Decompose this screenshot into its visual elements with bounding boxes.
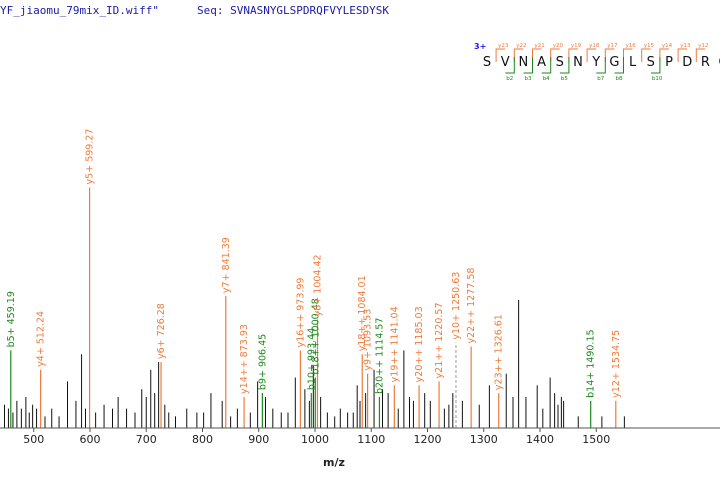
x-tick-label: 600 xyxy=(80,433,101,446)
seq-label: Seq: xyxy=(196,4,224,17)
peak-label: y8+ 1004.42 xyxy=(312,254,323,316)
sequence-residue: S xyxy=(647,55,655,70)
b-ion-label: b8 xyxy=(616,76,623,82)
sequence-residue: G xyxy=(609,55,619,70)
peak-label: y20++ 1185.03 xyxy=(414,306,425,382)
x-tick-label: 1300 xyxy=(470,433,498,446)
sequence-residue: N xyxy=(573,55,583,70)
peak-label: y12+ 1534.75 xyxy=(611,330,622,398)
sequence-residue: A xyxy=(537,55,546,70)
peak-label: y16++ 973.99 xyxy=(295,277,306,347)
y-ion-label: y16 xyxy=(626,43,637,49)
seq-value: SVNASNYGLSPDRQFVYLESDYSK xyxy=(230,4,390,17)
sequence-residue: V xyxy=(501,55,510,70)
y-ion-bracket xyxy=(495,48,506,62)
sequence-residue: S xyxy=(483,55,491,70)
b-ion-bracket xyxy=(523,57,533,74)
peak-label-layer: b5+ 459.19 y4+ 512.24 y5+ 599.27 y6+ 726.28… xyxy=(6,129,622,398)
b-ion-bracket xyxy=(505,57,515,74)
b-ion-bracket xyxy=(614,57,624,74)
x-tick-label: 1100 xyxy=(357,433,385,446)
peak-label: y19++ 1141.04 xyxy=(389,306,400,382)
peak-label: y10+ 1250.63 xyxy=(451,272,462,340)
peak-label: y23++ 1326.61 xyxy=(494,314,505,390)
sequence-residue: S xyxy=(556,55,564,70)
b-ion-label: b3 xyxy=(525,76,532,82)
y-ion-label: y15 xyxy=(644,43,655,49)
peak-label: y18++ 1084.01 xyxy=(357,275,368,351)
y-ion-label: y23 xyxy=(498,43,509,49)
sequence-residue: N xyxy=(519,55,529,70)
peak-label: b20++ 1114.57 xyxy=(374,318,385,394)
x-axis-title: m/z xyxy=(323,456,345,469)
b-ion-bracket xyxy=(541,57,552,74)
b-ion-label: b2 xyxy=(506,76,513,82)
y-ion-bracket xyxy=(695,48,706,62)
b-ion-label: b5 xyxy=(561,76,568,82)
y-ion-label: y19 xyxy=(571,43,582,49)
y-ion-label: y21 xyxy=(535,43,545,49)
y-ion-bracket xyxy=(641,48,651,62)
sequence-residue: D xyxy=(682,55,692,70)
x-tick-label: 1200 xyxy=(414,433,442,446)
charge-state: 3+ xyxy=(474,42,486,51)
sequence-residue: Y xyxy=(591,55,600,70)
y-ion-label: y13 xyxy=(680,43,691,49)
x-tick-label: 1400 xyxy=(526,433,554,446)
sequence-residue: Q xyxy=(718,55,720,70)
sequence-residue: L xyxy=(629,55,637,70)
file-header: YF_jiaomu_79mix_ID.wiff" Seq: SVNASNYGLSP… xyxy=(0,4,389,17)
peak-label: b5+ 459.19 xyxy=(6,291,17,347)
b-ion-label: b10 xyxy=(652,76,663,82)
peak-label: b10+ 993.44 xyxy=(306,328,317,390)
y-ion-label: y17 xyxy=(607,43,618,49)
y-ion-label: y18 xyxy=(589,43,600,49)
b-ion-bracket xyxy=(559,57,570,74)
x-tick-label: 1000 xyxy=(301,433,329,446)
peak-label: y14++ 873.93 xyxy=(239,324,250,394)
x-axis: 500 600 700 800 900 1000 1100 1200 1300 1400 1500 xyxy=(0,427,720,446)
peak-label: y22++ 1277.58 xyxy=(466,268,477,344)
y-ion-label: y14 xyxy=(662,43,673,49)
b-ion-bracket xyxy=(650,57,661,74)
peak-label: y4+ 512.24 xyxy=(36,311,47,367)
y-ion-bracket xyxy=(677,48,688,62)
y-ion-label: y20 xyxy=(553,43,564,49)
peak-label: b14+ 1490.15 xyxy=(586,329,597,397)
y-ion-bracket xyxy=(586,48,597,62)
b-ion-bracket xyxy=(596,57,606,74)
sequence-coverage-panel: 3+ SVNASNYGLSPDRQy23y22y21y20y19y18y17y1… xyxy=(474,42,720,82)
peak-label: y6+ 726.28 xyxy=(156,303,167,359)
y-ion-label: y12 xyxy=(698,43,708,49)
b-ion-label: b4 xyxy=(543,76,550,82)
peak-label: y21++ 1220.57 xyxy=(434,303,445,379)
x-tick-label: 1500 xyxy=(582,433,610,446)
y-ion-label: y22 xyxy=(516,43,526,49)
x-tick-label: 700 xyxy=(136,433,157,446)
x-tick-label: 500 xyxy=(23,433,44,446)
file-name: YF_jiaomu_79mix_ID.wiff" xyxy=(0,4,159,17)
peak-label: y7+ 841.39 xyxy=(221,237,232,293)
sequence-residue: P xyxy=(665,55,673,70)
b-ion-label: b7 xyxy=(597,76,604,82)
peak-layer xyxy=(4,187,625,428)
x-tick-label: 900 xyxy=(248,433,269,446)
peak-label: y5+ 599.27 xyxy=(85,129,96,185)
peak-label: b18++ 1000.48 xyxy=(310,298,321,374)
x-tick-label: 800 xyxy=(192,433,213,446)
peak-label: b9+ 906.45 xyxy=(257,334,268,390)
sequence-residue: R xyxy=(701,55,710,70)
peak-label: y9+ 1093.53 xyxy=(363,309,374,371)
